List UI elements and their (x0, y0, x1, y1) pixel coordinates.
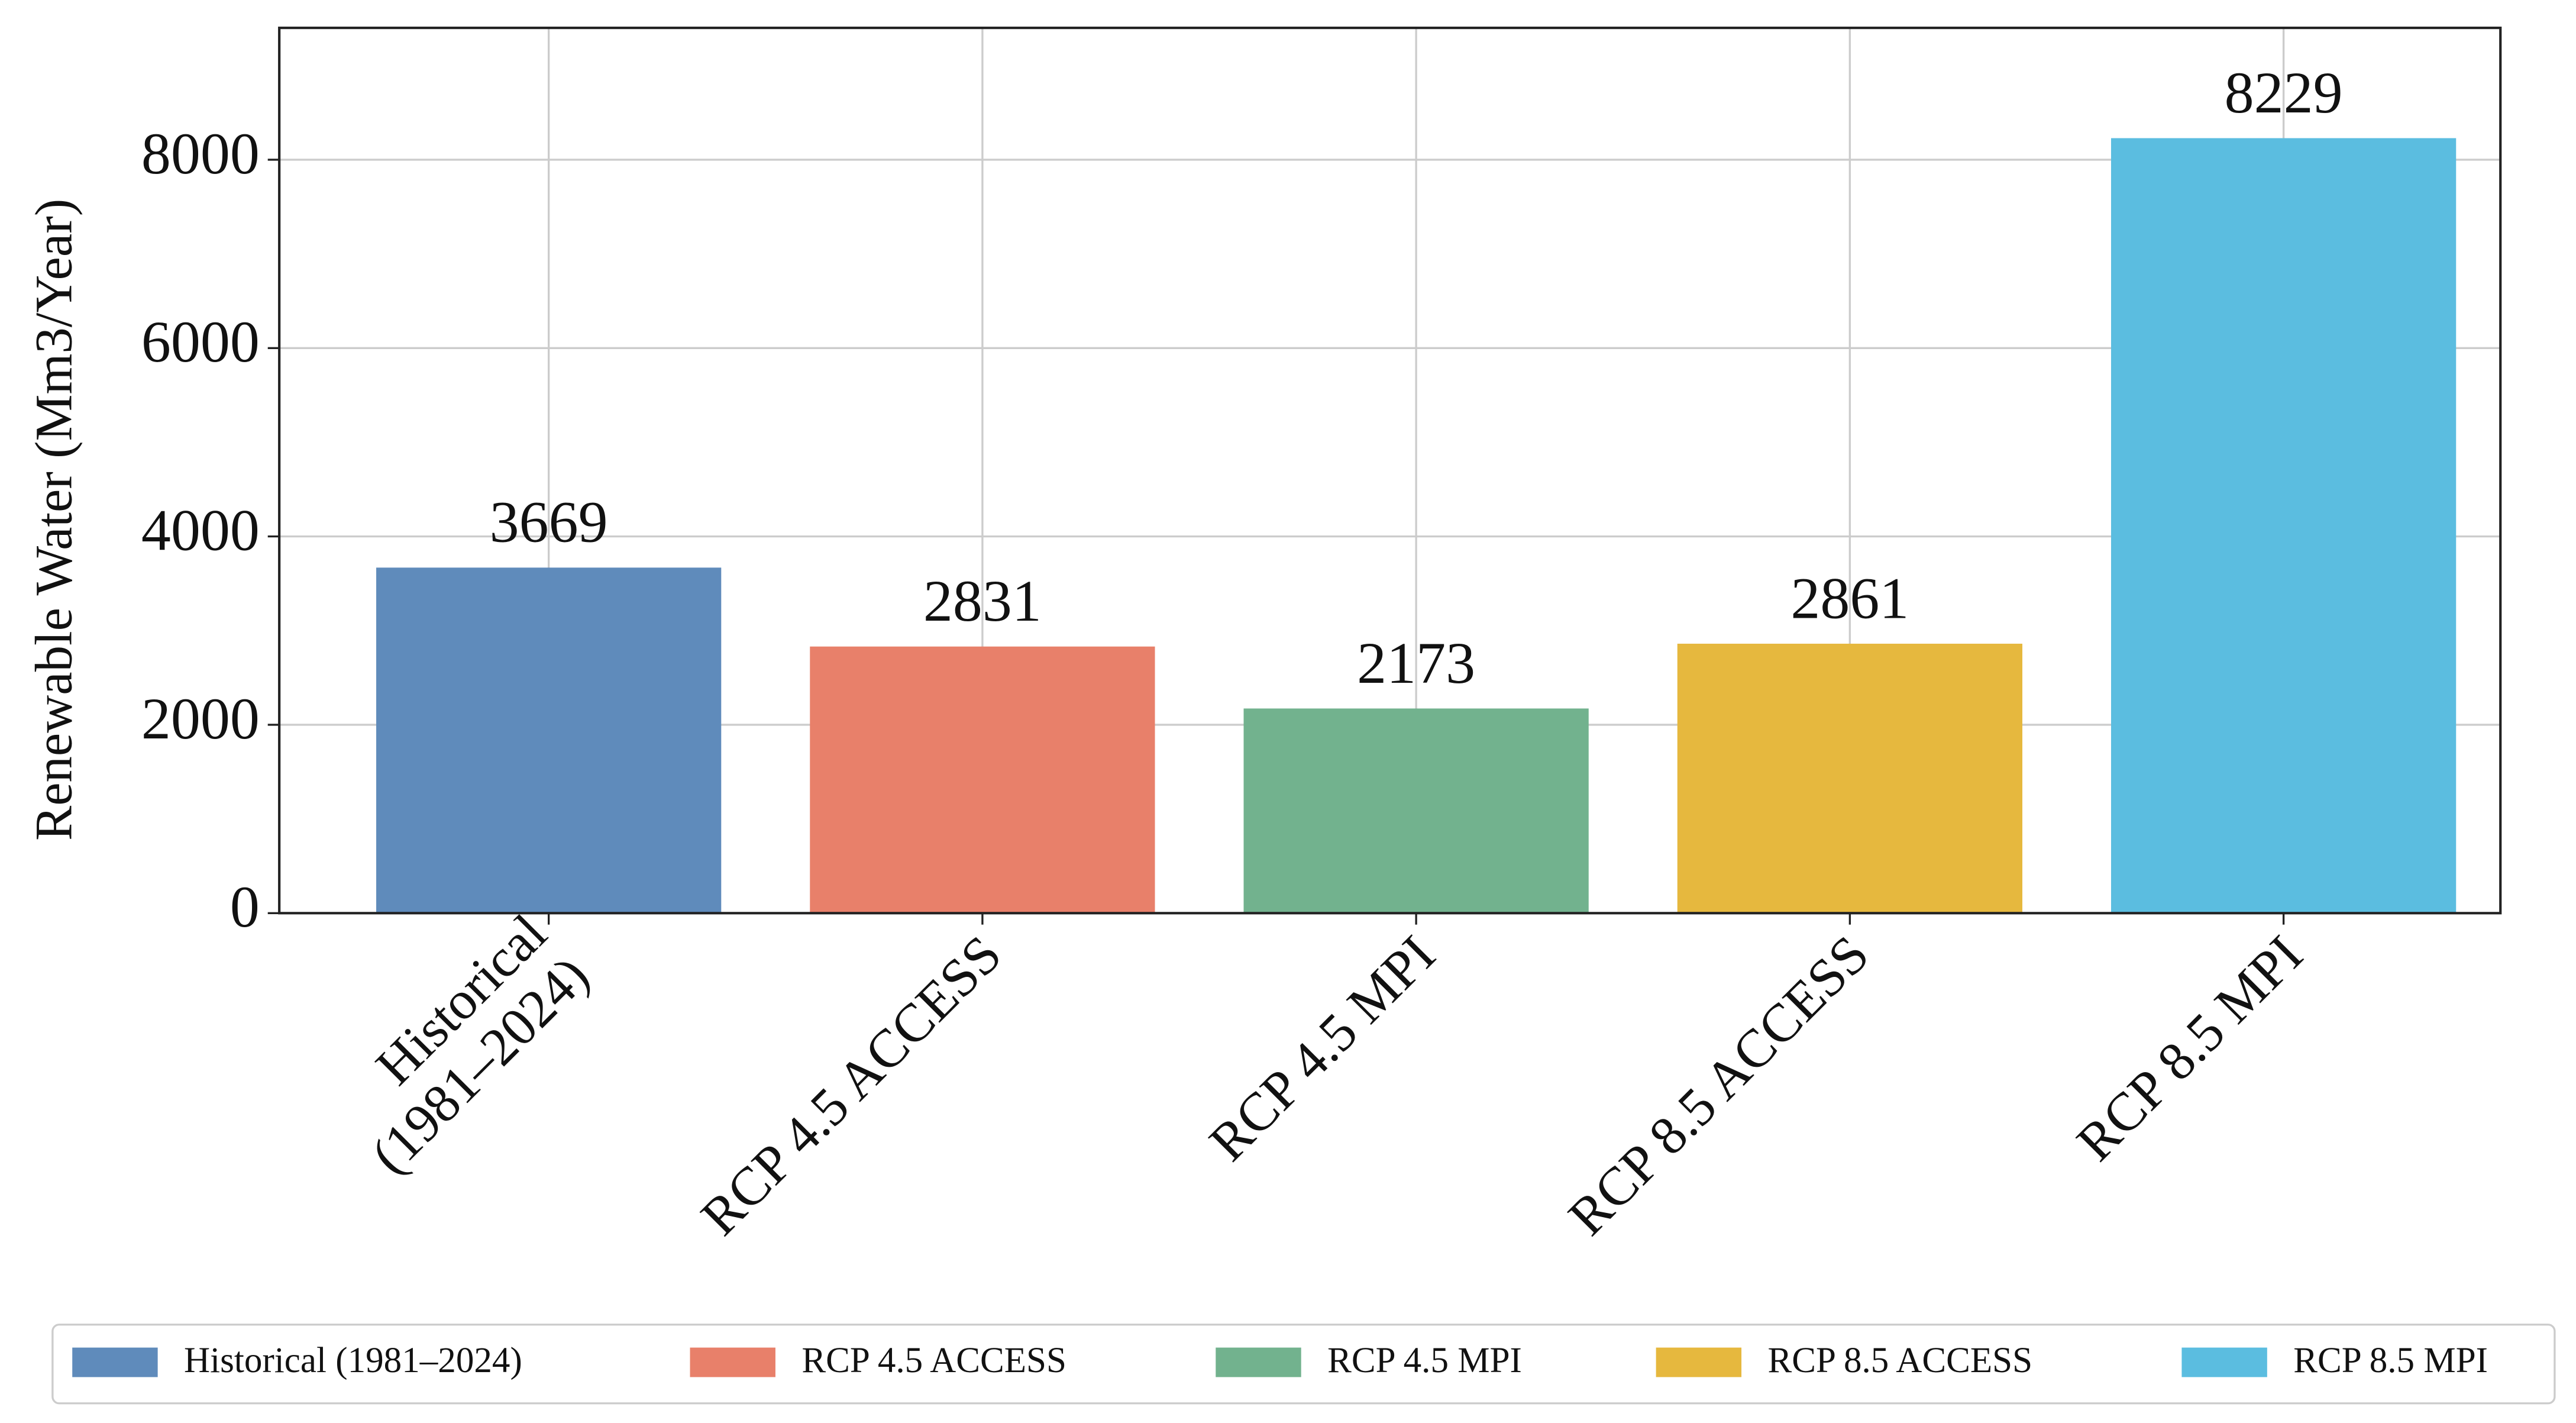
legend-swatch (2181, 1347, 2267, 1377)
legend-label: RCP 4.5 ACCESS (801, 1341, 1066, 1380)
value-label: 2173 (1357, 630, 1475, 696)
value-label: 2861 (1790, 565, 1909, 631)
bar (2110, 138, 2457, 914)
legend-swatch (1656, 1347, 1742, 1377)
x-tick-label: RCP 8.5 MPI (2065, 924, 2314, 1172)
legend-label: RCP 8.5 ACCESS (1768, 1341, 2033, 1380)
y-tick-label: 6000 (141, 309, 260, 375)
value-label: 8229 (2225, 60, 2343, 125)
value-label: 3669 (490, 489, 608, 555)
x-tick-label: RCP 4.5 MPI (1197, 924, 1446, 1172)
y-axis-label: Renewable Water (Mm3/Year) (25, 199, 83, 841)
legend-frame (51, 1324, 2556, 1405)
legend-swatch (1216, 1347, 1301, 1377)
bar (1677, 643, 2023, 914)
legend-swatch (72, 1347, 158, 1377)
x-tick-label: Historical(1981–2024) (317, 903, 600, 1185)
y-tick-label: 2000 (141, 686, 260, 751)
bar (810, 646, 1155, 914)
plot-frame (278, 27, 2502, 915)
x-tick-label: RCP 8.5 ACCESS (1557, 924, 1880, 1247)
bar (1243, 708, 1589, 914)
x-tick-label: RCP 4.5 ACCESS (689, 924, 1013, 1247)
legend-label: RCP 8.5 MPI (2293, 1341, 2488, 1380)
legend: Historical (1981–2024) RCP 4.5 ACCESS RCP … (51, 1324, 2556, 1405)
legend-swatch (690, 1347, 775, 1377)
y-tick-label: 4000 (141, 498, 260, 563)
legend-label: Historical (1981–2024) (184, 1341, 522, 1380)
y-tick-label: 0 (230, 874, 260, 940)
legend-label: RCP 4.5 MPI (1327, 1341, 1522, 1380)
bar (376, 567, 722, 914)
y-tick-label: 8000 (141, 121, 260, 186)
value-label: 2831 (923, 568, 1042, 634)
